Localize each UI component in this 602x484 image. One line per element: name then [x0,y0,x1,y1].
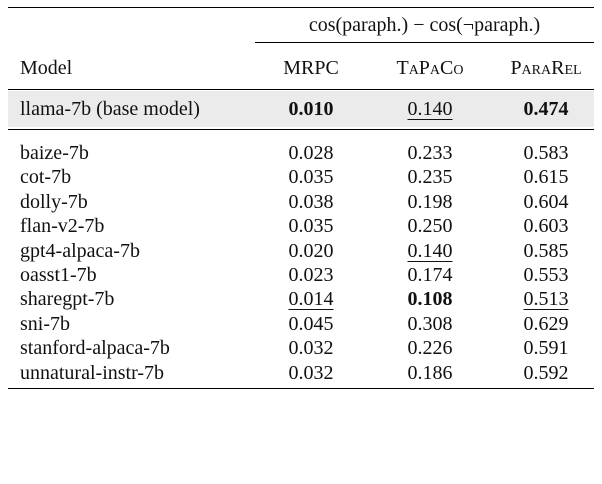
row-value: 0.174 [407,264,453,286]
row-value: 0.591 [523,337,569,360]
row-value: 0.045 [288,312,334,335]
base-rule [8,129,594,130]
row-value: 0.615 [523,166,569,189]
row-model: stanford-alpaca-7b [20,337,170,360]
top-rule [8,7,594,8]
base-row-value: 0.140 [407,98,453,120]
row-value: 0.035 [288,166,334,189]
row-model: baize-7b [20,142,89,164]
column-header: TaPaCo [396,57,464,79]
group-header: cos(paraph.) − cos(¬paraph.) [308,14,541,36]
column-header: Model [20,57,73,79]
base-row-value: 0.474 [523,98,569,120]
base-row-model: llama-7b (base model) [20,98,200,120]
row-value: 0.308 [407,312,453,335]
row-model: flan-v2-7b [20,215,105,238]
row-value: 0.035 [288,215,334,238]
row-value: 0.585 [523,239,569,262]
row-value: 0.028 [288,142,334,164]
group-rule [255,42,594,43]
row-value: 0.250 [407,215,453,238]
row-value: 0.014 [288,288,334,311]
row-value: 0.235 [407,166,453,189]
row-value: 0.233 [407,142,453,164]
row-value: 0.592 [523,361,569,384]
row-value: 0.198 [407,190,453,213]
row-value: 0.108 [407,288,453,311]
row-value: 0.032 [288,337,334,360]
row-value: 0.032 [288,361,334,384]
row-model: oasst1-7b [20,264,97,286]
row-model: cot-7b [20,166,72,189]
column-header: MRPC [283,57,339,79]
row-value: 0.020 [288,239,334,262]
base-row-value: 0.010 [288,98,334,120]
row-value: 0.553 [523,264,569,286]
row-value: 0.583 [523,142,569,164]
row-value: 0.038 [288,190,334,213]
row-model: gpt4-alpaca-7b [20,239,140,262]
row-value: 0.603 [523,215,569,238]
base-row-shade [8,91,594,127]
row-value: 0.513 [523,288,569,311]
row-model: sharegpt-7b [20,288,115,311]
row-value: 0.629 [523,312,569,335]
row-value: 0.023 [288,264,334,286]
row-value: 0.186 [407,361,453,384]
row-model: sni-7b [20,312,70,335]
header-rule [8,89,594,90]
column-header: ParaRel [510,57,582,79]
bottom-rule [8,388,594,389]
row-value: 0.226 [407,337,453,360]
row-model: unnatural-instr-7b [20,361,165,384]
row-model: dolly-7b [20,190,88,213]
row-value: 0.604 [523,190,569,213]
row-value: 0.140 [407,239,453,262]
